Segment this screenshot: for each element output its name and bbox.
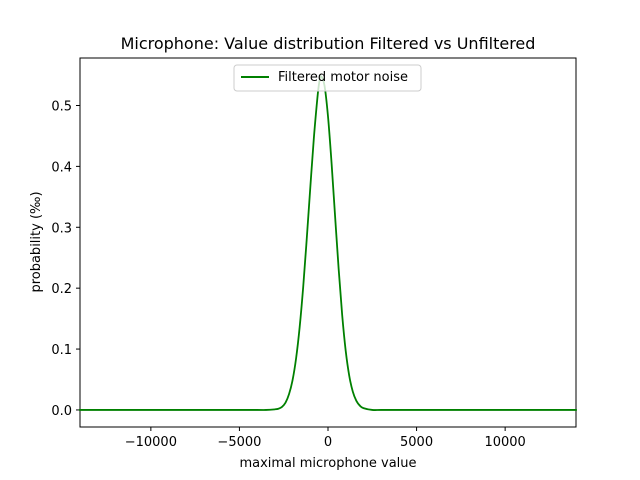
y-tick-label: 0.1 xyxy=(51,343,72,358)
legend-label: Filtered motor noise xyxy=(278,70,408,85)
y-tick-label: 0.0 xyxy=(51,404,72,419)
y-axis-label: probability (‰) xyxy=(29,191,44,292)
x-tick-label: −10000 xyxy=(125,435,177,450)
legend: Filtered motor noise xyxy=(233,64,422,92)
x-axis-label: maximal microphone value xyxy=(239,456,416,471)
x-axis: −10000 −5000 0 5000 10000 xyxy=(125,427,526,450)
x-tick-label: −5000 xyxy=(217,435,261,450)
y-tick-label: 0.5 xyxy=(51,99,72,114)
legend-box xyxy=(233,64,422,92)
y-tick-label: 0.4 xyxy=(51,160,72,175)
y-tick-label: 0.2 xyxy=(51,282,72,297)
x-tick-label: 10000 xyxy=(484,435,525,450)
x-tick-label: 5000 xyxy=(400,435,433,450)
chart-title: Microphone: Value distribution Filtered … xyxy=(121,34,536,53)
x-tick-label: 0 xyxy=(324,435,332,450)
y-axis: 0.0 0.1 0.2 0.3 0.4 0.5 xyxy=(51,99,80,419)
y-tick-label: 0.3 xyxy=(51,221,72,236)
